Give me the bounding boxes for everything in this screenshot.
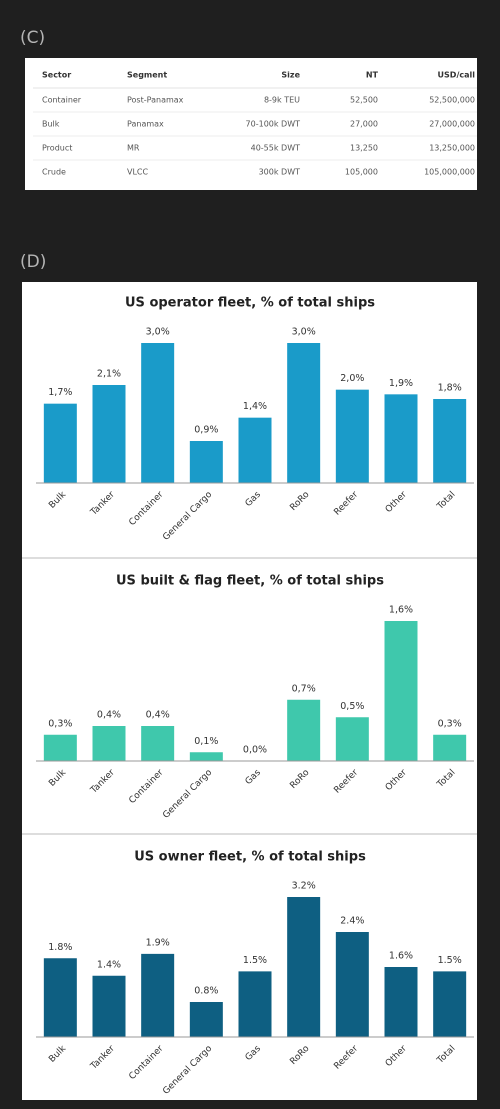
value-label: 3,0% [292, 327, 316, 338]
value-label: 1.4% [97, 959, 121, 970]
section-label: (C) [20, 28, 45, 48]
section-label: (D) [20, 252, 46, 272]
value-label: 2,1% [97, 369, 121, 380]
bar [287, 897, 321, 1037]
table-header: Segment [127, 71, 167, 80]
bar [384, 394, 418, 483]
value-label: 0,5% [340, 701, 364, 712]
table-header: USD/call [438, 71, 476, 80]
value-label: 0,4% [146, 710, 170, 721]
table-cell: 40-55k DWT [251, 144, 300, 153]
value-label: 1.9% [146, 937, 170, 948]
value-label: 1,4% [243, 401, 267, 412]
bar [335, 389, 369, 483]
table-panel [25, 58, 477, 190]
bar [92, 726, 126, 761]
value-label: 3,0% [146, 327, 170, 338]
value-label: 0,4% [97, 710, 121, 721]
bar [433, 971, 467, 1037]
value-label: 1.6% [389, 951, 413, 962]
bar [287, 343, 321, 483]
bar [189, 752, 223, 761]
table-cell: 300k DWT [259, 168, 301, 177]
value-label: 1.5% [438, 955, 462, 966]
bar [141, 343, 175, 483]
value-label: 1,9% [389, 378, 413, 389]
value-label: 0,3% [438, 718, 462, 729]
bar [433, 734, 467, 761]
bar [92, 975, 126, 1037]
table-cell: Container [42, 96, 82, 105]
value-label: 2,0% [340, 373, 364, 384]
value-label: 0,7% [292, 683, 316, 694]
value-label: 0,1% [194, 736, 218, 747]
table-cell: 13,250 [350, 144, 378, 153]
bar [43, 403, 77, 483]
bar [335, 932, 369, 1037]
bar [238, 971, 272, 1037]
value-label: 1.5% [243, 955, 267, 966]
table-cell: Crude [42, 168, 66, 177]
table-cell: 27,000,000 [429, 120, 475, 129]
table-header: Size [281, 71, 300, 80]
table-cell: MR [127, 144, 140, 153]
bar [238, 417, 272, 483]
table-cell: 52,500,000 [429, 96, 475, 105]
value-label: 0.8% [194, 986, 218, 997]
table-cell: 27,000 [350, 120, 378, 129]
table-cell: 70-100k DWT [246, 120, 301, 129]
bar [433, 399, 467, 483]
bar [43, 958, 77, 1037]
table-header: Sector [42, 71, 71, 80]
table-cell: Product [42, 144, 72, 153]
bar [384, 621, 418, 761]
table-cell: VLCC [127, 168, 149, 177]
bar [384, 967, 418, 1037]
table-cell: 105,000 [345, 168, 378, 177]
table-cell: 13,250,000 [429, 144, 475, 153]
value-label: 1.8% [48, 942, 72, 953]
value-label: 0,0% [243, 745, 267, 756]
table-cell: 8-9k TEU [264, 96, 300, 105]
value-label: 1,7% [48, 387, 72, 398]
value-label: 1,8% [438, 383, 462, 394]
table-cell: Panamax [127, 120, 164, 129]
bar [287, 699, 321, 761]
chart-title: US built & flag fleet, % of total ships [116, 574, 384, 589]
table-cell: Bulk [42, 120, 60, 129]
table-cell: 52,500 [350, 96, 378, 105]
value-label: 2.4% [340, 916, 364, 927]
table-cell: Post-Panamax [127, 96, 184, 105]
bar [43, 734, 77, 761]
bar [141, 953, 175, 1037]
bar [189, 1002, 223, 1037]
value-label: 0,3% [48, 718, 72, 729]
bar [189, 441, 223, 483]
value-label: 0,9% [194, 425, 218, 436]
table-cell: 105,000,000 [424, 168, 475, 177]
chart-title: US operator fleet, % of total ships [125, 296, 375, 311]
chart-title: US owner fleet, % of total ships [134, 850, 366, 865]
bar [335, 717, 369, 761]
table-header: NT [366, 71, 379, 80]
value-label: 3.2% [292, 881, 316, 892]
bar [141, 726, 175, 761]
value-label: 1,6% [389, 605, 413, 616]
bar [92, 385, 126, 483]
